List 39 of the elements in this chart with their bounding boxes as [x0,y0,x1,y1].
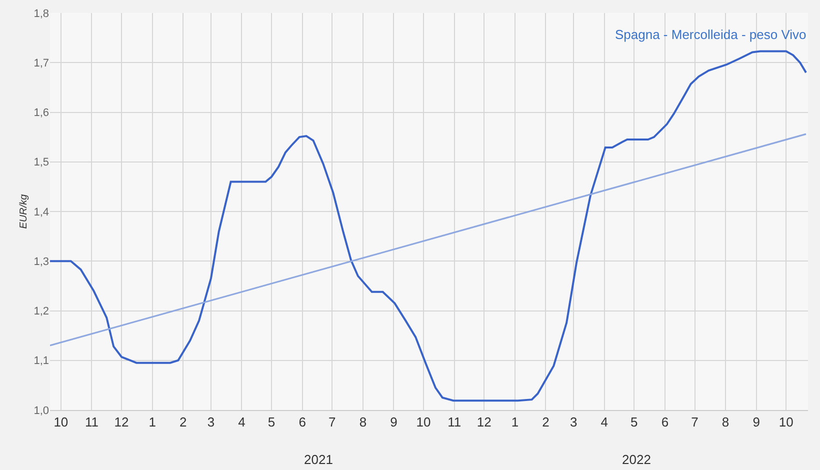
x-tick-label: 11 [84,414,98,430]
x-tick-label: 9 [390,414,398,430]
x-tick-label: 5 [630,414,638,430]
x-tick-label: 1 [511,414,519,430]
x-tick-label: 7 [328,414,336,430]
y-tick-label: 1,8 [34,8,49,20]
x-tick-label: 11 [448,414,462,430]
text: Spagna - Mercolleida - peso Vivo [615,27,806,42]
y-axis-title: EUR/kg [18,194,30,229]
x-tick-label: 6 [661,414,669,430]
x-tick-label: 1 [148,414,156,430]
y-tick-label: 1,4 [34,206,49,218]
x-tick-label: 5 [268,414,276,430]
line-series [50,50,808,402]
x-tick-label: 8 [722,414,730,430]
y-tick-label: 1,3 [34,256,49,268]
x-tick-label: 4 [238,414,246,430]
y-tick-label: 1,0 [34,404,49,417]
y-tick-label: 1,1 [34,355,49,368]
x-tick-label: 12 [476,414,492,430]
x-tick-label: 9 [752,414,760,430]
text: 2021 [304,452,333,467]
x-tick-label: 10 [778,414,794,430]
y-tick-label: 1,2 [34,306,49,318]
x-tick-label: 7 [691,414,698,430]
x-tick-label: 2 [180,414,187,430]
x-tick-label: 6 [298,414,306,430]
y-tick-label: 1,7 [34,57,49,70]
text: 2022 [622,452,651,467]
x-tick-label: 10 [416,414,431,430]
x-tick-label: 4 [600,414,608,430]
y-tick-label: 1,6 [34,107,49,120]
x-tick-label: 12 [114,414,129,430]
x-tick-label: 2 [542,414,550,430]
x-tick-label: 8 [359,414,367,430]
x-tick-label: 10 [54,414,68,430]
y-tick-label: 1,5 [34,156,49,169]
x-tick-label: 3 [570,414,578,430]
x-tick-label: 3 [207,414,215,430]
